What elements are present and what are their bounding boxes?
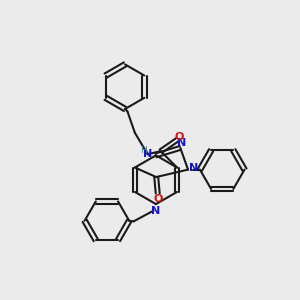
Text: H: H [140,146,147,154]
Text: N: N [189,164,198,173]
Text: O: O [175,132,184,142]
Text: N: N [177,138,186,148]
Text: N: N [143,148,152,159]
Text: N: N [151,206,160,216]
Text: O: O [153,194,162,204]
